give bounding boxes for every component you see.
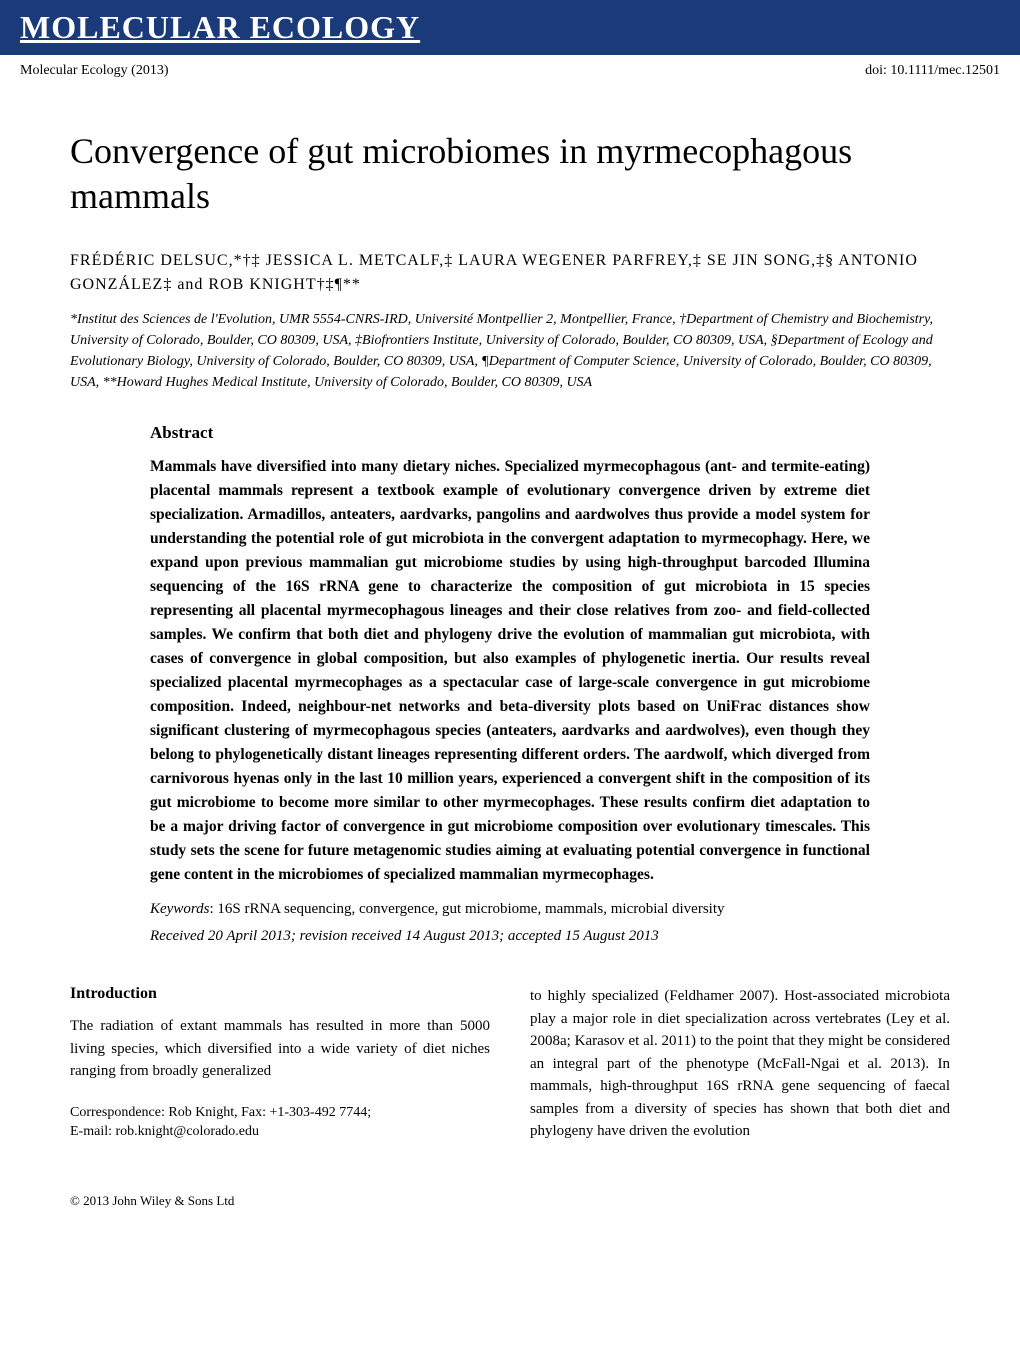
- article-content: Convergence of gut microbiomes in myrmec…: [0, 89, 1020, 1173]
- journal-banner-inner: MOLECULAR ECOLOGY: [0, 3, 1020, 52]
- header-meta: Molecular Ecology (2013) doi: 10.1111/me…: [0, 59, 1020, 89]
- abstract-heading: Abstract: [150, 423, 870, 443]
- authors: FRÉDÉRIC DELSUC,*†‡ JESSICA L. METCALF,‡…: [70, 249, 950, 297]
- introduction-heading: Introduction: [70, 985, 490, 1003]
- correspondence-line2: E-mail: rob.knight@colorado.edu: [70, 1122, 490, 1142]
- journal-name: MOLECULAR ECOLOGY: [20, 9, 420, 45]
- abstract-text: Mammals have diversified into many dieta…: [150, 455, 870, 887]
- affiliations: *Institut des Sciences de l'Evolution, U…: [70, 309, 950, 393]
- journal-banner: MOLECULAR ECOLOGY: [0, 0, 1020, 55]
- journal-year: Molecular Ecology (2013): [20, 63, 169, 79]
- copyright: © 2013 John Wiley & Sons Ltd: [0, 1173, 1020, 1219]
- keywords-label: Keywords: [150, 901, 209, 917]
- correspondence-line1: Correspondence: Rob Knight, Fax: +1-303-…: [70, 1103, 490, 1123]
- abstract-block: Abstract Mammals have diversified into m…: [70, 423, 950, 945]
- received-dates: Received 20 April 2013; revision receive…: [150, 928, 870, 945]
- right-column: to highly specialized (Feldhamer 2007). …: [530, 985, 950, 1143]
- keywords-text: : 16S rRNA sequencing, convergence, gut …: [209, 901, 724, 917]
- intro-text-right: to highly specialized (Feldhamer 2007). …: [530, 985, 950, 1143]
- intro-text-left: The radiation of extant mammals has resu…: [70, 1015, 490, 1083]
- doi: doi: 10.1111/mec.12501: [865, 63, 1000, 79]
- correspondence: Correspondence: Rob Knight, Fax: +1-303-…: [70, 1103, 490, 1142]
- article-title: Convergence of gut microbiomes in myrmec…: [70, 129, 950, 219]
- keywords: Keywords: 16S rRNA sequencing, convergen…: [150, 901, 870, 918]
- two-column-body: Introduction The radiation of extant mam…: [70, 985, 950, 1143]
- left-column: Introduction The radiation of extant mam…: [70, 985, 490, 1143]
